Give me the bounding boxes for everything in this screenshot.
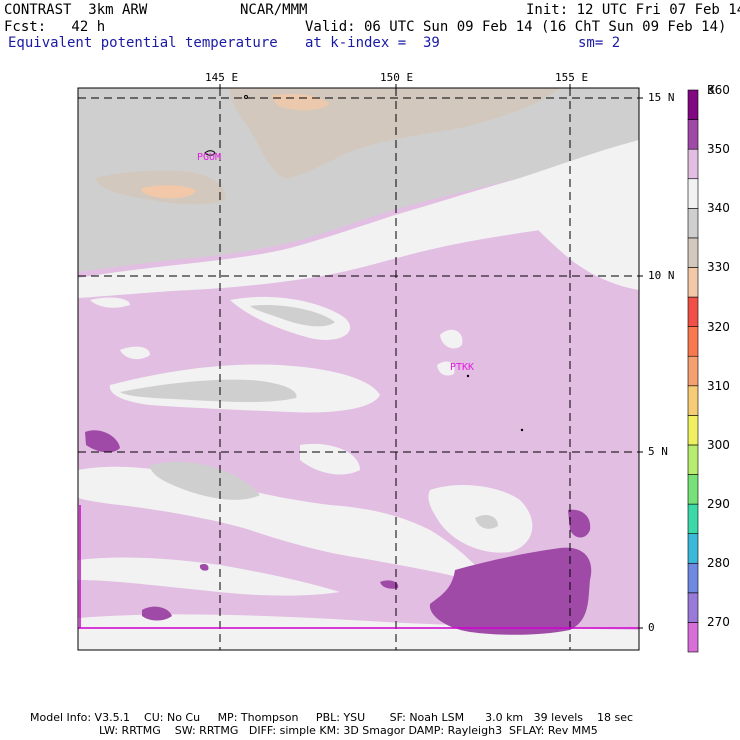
organization: NCAR/MMM — [240, 2, 308, 18]
colorbar-swatch — [687, 474, 699, 505]
colorbar-level-label: 320 — [707, 319, 730, 334]
lon-label-155: 155 E — [555, 71, 589, 84]
lat-label-10n: 10 N — [648, 269, 675, 282]
init-time: Init: 12 UTC Fri 07 Feb 14 — [526, 2, 740, 18]
level-index: at k-index = 39 — [305, 35, 440, 51]
colorbar-level-label: 350 — [707, 142, 730, 157]
valid-time: Valid: 06 UTC Sun 09 Feb 14 (16 ChT Sun … — [305, 19, 727, 35]
colorbar-swatch — [687, 119, 699, 150]
colorbar-swatch — [687, 148, 699, 180]
colorbar-swatch — [687, 385, 699, 416]
colorbar-swatch — [687, 326, 699, 357]
plot-frame — [77, 87, 640, 651]
lon-label-145: 145 E — [205, 71, 239, 84]
colorbar-level-label: 360 — [707, 83, 730, 97]
colorbar-swatch — [687, 208, 699, 239]
model-info-line1: Model Info: V3.5.1 CU: No Cu MP: Thompso… — [30, 711, 634, 724]
colorbar-level-label: 280 — [707, 556, 730, 571]
model-name: CONTRAST 3km ARW — [4, 2, 148, 18]
island-dot — [520, 428, 524, 432]
guam-coastline — [204, 150, 216, 156]
colorbar-swatch — [687, 296, 699, 327]
colorbar-level-label: 330 — [707, 260, 730, 275]
colorbar-swatch — [687, 415, 699, 446]
colorbar-level-label: 270 — [707, 615, 730, 630]
colorbar-unit: K — [707, 83, 715, 97]
graticule — [78, 88, 639, 650]
colorbar-swatch — [687, 355, 699, 387]
axis-ticks — [219, 84, 643, 629]
island-dot-north — [244, 95, 248, 99]
forecast-hour: Fcst: 42 h — [4, 19, 106, 35]
lat-label-0: 0 — [648, 621, 655, 634]
station-label-pgum: PGUM — [197, 152, 222, 163]
colorbar-swatch — [687, 178, 699, 209]
colorbar-level-label: 300 — [707, 437, 730, 452]
field-name: Equivalent potential temperature — [8, 35, 278, 51]
model-info-line2: LW: RRTMG SW: RRTMG DIFF: simple KM: 3D … — [99, 724, 598, 737]
colorbar — [687, 89, 699, 653]
colorbar-swatch — [687, 237, 699, 268]
chuuk-island — [466, 374, 470, 378]
colorbar-swatch — [687, 592, 699, 623]
colorbar-swatch — [687, 503, 699, 534]
colorbar-swatch — [687, 89, 699, 120]
smoothing: sm= 2 — [578, 35, 621, 51]
colorbar-level-label: 290 — [707, 497, 730, 512]
colorbar-swatch — [687, 533, 699, 564]
colorbar-swatch — [687, 562, 699, 594]
colorbar-swatch — [687, 622, 699, 653]
map-field — [78, 88, 639, 650]
colorbar-swatch — [687, 444, 699, 475]
lat-label-15n: 15 N — [648, 91, 675, 104]
station-label-ptkk: PTKK — [450, 362, 475, 373]
lat-label-5n: 5 N — [648, 445, 668, 458]
colorbar-level-label: 340 — [707, 201, 730, 216]
colorbar-level-label: 310 — [707, 378, 730, 393]
colorbar-swatch — [687, 267, 699, 298]
lon-label-150: 150 E — [380, 71, 414, 84]
